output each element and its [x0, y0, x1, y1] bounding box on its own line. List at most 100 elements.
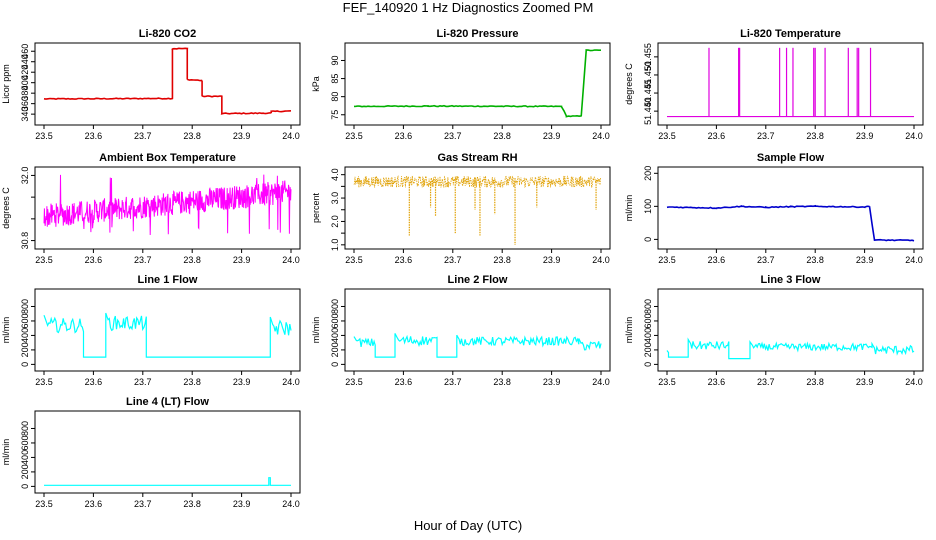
y-axis-label: kPa	[311, 76, 321, 92]
x-tick-label: 23.8	[183, 255, 201, 265]
x-tick-label: 23.7	[134, 377, 152, 387]
panel-li-820-pressure: Li-820 Pressure kPa 23.5 23.6 23.7 23.8 23.9 24…	[311, 28, 611, 141]
panel-title: Li-820 Temperature	[740, 28, 841, 40]
x-tick-label: 23.6	[708, 377, 726, 387]
y-tick-label: 80	[330, 92, 340, 102]
panel-line-1-flow: Line 1 Flow ml/min 23.5 23.6 23.7 23.8 23.9 24.…	[1, 274, 301, 387]
y-tick-label: 600	[20, 313, 30, 328]
y-tick-label: 51.455	[643, 43, 653, 71]
x-tick-label: 23.9	[233, 255, 251, 265]
y-tick-label: 0	[643, 362, 653, 367]
x-tick-label: 23.7	[134, 255, 152, 265]
series-line	[44, 477, 291, 486]
x-tick-label: 24.0	[592, 255, 610, 265]
panel-line-2-flow: Line 2 Flow ml/min 23.5 23.6 23.7 23.8 23.9 24.…	[311, 274, 611, 387]
y-tick-label: 600	[20, 435, 30, 450]
panel-title: Gas Stream RH	[437, 152, 517, 164]
y-tick-label: 400	[643, 328, 653, 343]
y-tick-label: 400	[20, 450, 30, 465]
x-tick-label: 23.6	[708, 131, 726, 141]
panel-title: Line 3 Flow	[761, 274, 821, 286]
series-line	[43, 174, 292, 236]
x-tick-label: 23.7	[444, 131, 462, 141]
x-tick-label: 23.8	[493, 377, 511, 387]
y-tick-label: 2.0	[330, 215, 340, 228]
x-tick-label: 23.7	[134, 131, 152, 141]
panel-gas-stream-rh: Gas Stream RH percent 23.5 23.6 23.7 23.8 23.9…	[311, 152, 611, 265]
y-tick-label: 400	[20, 328, 30, 343]
y-tick-label: 0	[20, 362, 30, 367]
x-tick-label: 23.9	[856, 377, 874, 387]
series-line	[353, 49, 601, 118]
x-tick-label: 23.5	[658, 131, 676, 141]
y-axis-label: Licor ppm	[1, 64, 11, 104]
series-group	[666, 204, 915, 242]
panel-li-820-temperature: Li-820 Temperature degrees C 23.5 23.6 23.7 2…	[624, 28, 924, 141]
panel-ambient-box-temperature: Ambient Box Temperature degrees C 23.5 23.6…	[1, 152, 301, 265]
y-tick-label: 800	[20, 299, 30, 314]
y-tick-label: 360	[20, 96, 30, 111]
x-tick-label: 23.9	[543, 377, 561, 387]
x-tick-label: 24.0	[905, 377, 923, 387]
x-tick-label: 23.6	[85, 255, 103, 265]
y-tick-label: 460	[20, 44, 30, 59]
x-tick-label: 23.9	[233, 377, 251, 387]
series-group	[43, 174, 292, 236]
y-tick-label: 800	[20, 421, 30, 436]
x-tick-label: 23.8	[183, 131, 201, 141]
panel-li-820-co2: Li-820 CO2 Licor ppm 23.5 23.6 23.7 23.8 23.9 2…	[1, 28, 301, 141]
panel-title: Sample Flow	[757, 152, 825, 164]
series-line	[666, 337, 915, 360]
x-tick-label: 24.0	[592, 131, 610, 141]
x-tick-label: 23.6	[85, 377, 103, 387]
x-tick-label: 23.8	[493, 131, 511, 141]
x-tick-label: 24.0	[282, 255, 300, 265]
x-axis-title: Hour of Day (UTC)	[413, 518, 523, 533]
y-tick-label: 51.445	[643, 79, 653, 107]
y-tick-label: 420	[20, 65, 30, 80]
panel-line-3-flow: Line 3 Flow ml/min 23.5 23.6 23.7 23.8 23.9 24.…	[624, 274, 924, 387]
panel-title: Line 1 Flow	[138, 274, 198, 286]
y-axis-label: percent	[311, 192, 321, 223]
series-line	[353, 333, 602, 358]
x-tick-label: 23.6	[85, 131, 103, 141]
x-tick-label: 23.8	[183, 377, 201, 387]
y-tick-label: 380	[20, 86, 30, 101]
plot-frame	[344, 288, 611, 372]
series-group	[353, 333, 602, 358]
plot-frame	[34, 166, 301, 250]
plot-frame	[657, 166, 924, 250]
y-axis-label: degrees C	[1, 187, 11, 229]
y-tick-label: 85	[330, 74, 340, 84]
y-axis-label: ml/min	[1, 439, 11, 466]
x-tick-label: 23.5	[35, 499, 53, 509]
y-tick-label: 0	[330, 362, 340, 367]
x-tick-label: 23.8	[493, 255, 511, 265]
x-tick-label: 23.9	[856, 131, 874, 141]
x-tick-label: 23.9	[233, 499, 251, 509]
panel-title: Line 4 (LT) Flow	[126, 396, 209, 408]
panel-sample-flow: Sample Flow ml/min 23.5 23.6 23.7 23.8 23.9 24.…	[624, 152, 924, 265]
y-tick-label: 200	[20, 342, 30, 357]
panel-title: Line 2 Flow	[448, 274, 508, 286]
x-tick-label: 23.8	[806, 131, 824, 141]
y-tick-label: 0	[20, 484, 30, 489]
y-tick-label: 90	[330, 55, 340, 65]
x-tick-label: 23.8	[806, 377, 824, 387]
y-tick-label: 800	[330, 299, 340, 314]
series-line	[353, 175, 602, 189]
y-tick-label: 3.0	[330, 192, 340, 205]
y-axis-label: degrees C	[624, 63, 634, 105]
x-tick-label: 23.6	[395, 377, 413, 387]
y-tick-label: 1.0	[330, 239, 340, 252]
x-tick-label: 23.7	[134, 499, 152, 509]
y-tick-label: 200	[643, 166, 653, 181]
y-tick-label: 600	[643, 313, 653, 328]
x-tick-label: 23.6	[395, 131, 413, 141]
y-tick-label: 30.8	[20, 232, 30, 250]
x-tick-label: 23.6	[85, 499, 103, 509]
y-tick-label: 600	[330, 313, 340, 328]
y-axis-label: ml/min	[624, 317, 634, 344]
x-tick-label: 23.9	[856, 255, 874, 265]
